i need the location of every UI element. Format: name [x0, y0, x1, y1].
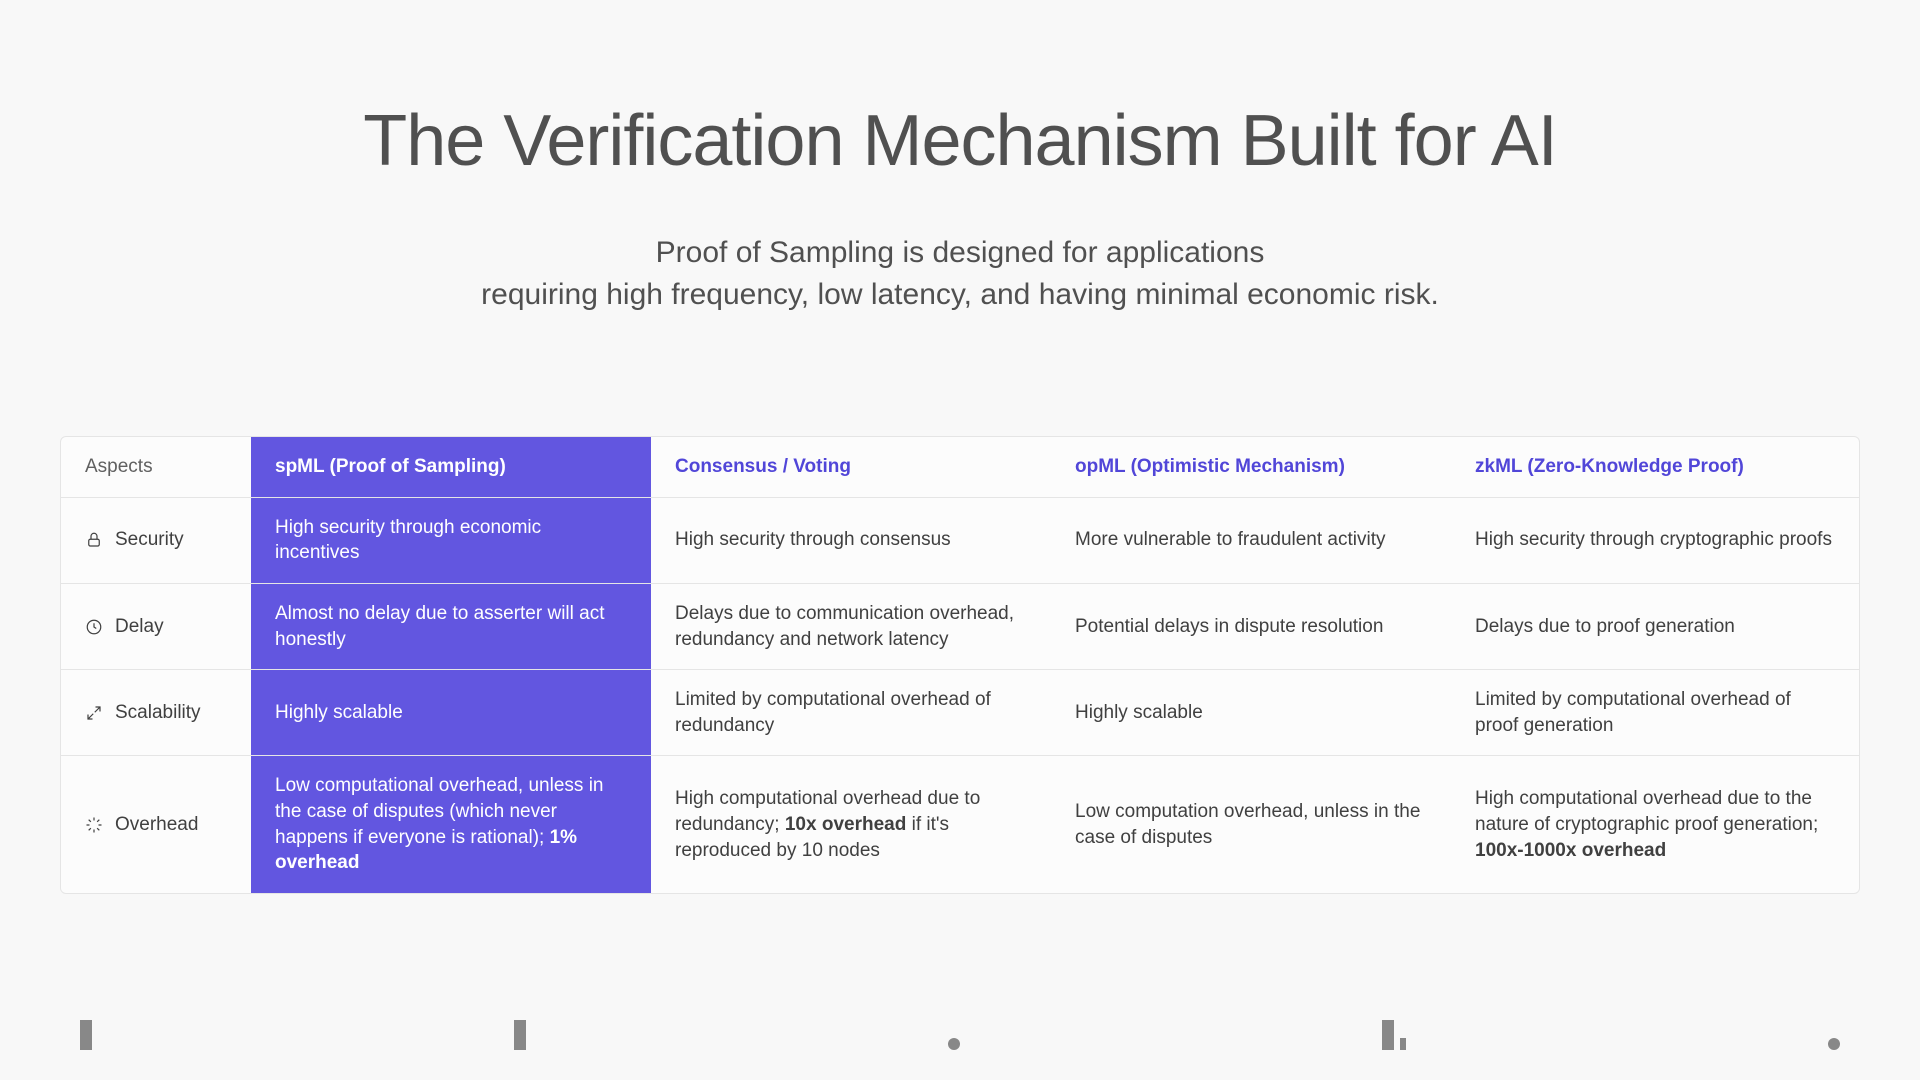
- header-zkml: zkML (Zero-Knowledge Proof): [1451, 437, 1859, 497]
- table-header-row: Aspects spML (Proof of Sampling) Consens…: [61, 437, 1859, 498]
- header-consensus: Consensus / Voting: [651, 437, 1051, 497]
- cell-delay-spml: Almost no delay due to asserter will act…: [251, 584, 651, 669]
- subtitle-line-1: Proof of Sampling is designed for applic…: [656, 236, 1265, 269]
- table-row: Security High security through economic …: [61, 498, 1859, 584]
- spinner-icon: [85, 816, 103, 834]
- mark-icon: [80, 1020, 92, 1050]
- page-subtitle: Proof of Sampling is designed for applic…: [60, 232, 1860, 316]
- aspect-label: Security: [115, 527, 184, 553]
- aspect-label: Delay: [115, 614, 164, 640]
- cell-security-consensus: High security through consensus: [651, 498, 1051, 583]
- overhead-zkml-pre: High computational overhead due to the n…: [1475, 788, 1818, 835]
- cell-security-opml: More vulnerable to fraudulent activity: [1051, 498, 1451, 583]
- lock-icon: [85, 531, 103, 549]
- page-title: The Verification Mechanism Built for AI: [60, 100, 1860, 182]
- mark-icon: [948, 1038, 960, 1050]
- expand-icon: [85, 704, 103, 722]
- cell-overhead-consensus: High computational overhead due to redun…: [651, 756, 1051, 893]
- header-opml: opML (Optimistic Mechanism): [1051, 437, 1451, 497]
- cell-delay-zkml: Delays due to proof generation: [1451, 584, 1859, 669]
- header-spml: spML (Proof of Sampling): [251, 437, 651, 497]
- subtitle-line-2: requiring high frequency, low latency, a…: [481, 278, 1439, 311]
- table-row: Delay Almost no delay due to asserter wi…: [61, 584, 1859, 670]
- aspect-delay: Delay: [61, 584, 251, 669]
- aspect-scalability: Scalability: [61, 670, 251, 755]
- cell-security-spml: High security through economic incentive…: [251, 498, 651, 583]
- cell-scalability-spml: Highly scalable: [251, 670, 651, 755]
- cell-delay-opml: Potential delays in dispute resolution: [1051, 584, 1451, 669]
- mark-icon: [1382, 1020, 1406, 1050]
- cell-overhead-zkml: High computational overhead due to the n…: [1451, 756, 1859, 893]
- table-row: Scalability Highly scalable Limited by c…: [61, 670, 1859, 756]
- page-container: The Verification Mechanism Built for AI …: [0, 0, 1920, 894]
- aspect-label: Overhead: [115, 812, 198, 838]
- cell-overhead-spml: Low computational overhead, unless in th…: [251, 756, 651, 893]
- overhead-consensus-bold: 10x overhead: [785, 814, 906, 835]
- overhead-zkml-bold: 100x-1000x overhead: [1475, 840, 1666, 861]
- mark-icon: [1828, 1038, 1840, 1050]
- table-row: Overhead Low computational overhead, unl…: [61, 756, 1859, 893]
- bottom-decorative-marks: [0, 1020, 1920, 1050]
- aspect-security: Security: [61, 498, 251, 583]
- aspect-label: Scalability: [115, 700, 201, 726]
- clock-icon: [85, 618, 103, 636]
- cell-scalability-consensus: Limited by computational overhead of red…: [651, 670, 1051, 755]
- cell-delay-consensus: Delays due to communication overhead, re…: [651, 584, 1051, 669]
- mark-icon: [514, 1020, 526, 1050]
- cell-scalability-zkml: Limited by computational overhead of pro…: [1451, 670, 1859, 755]
- header-aspects: Aspects: [61, 437, 251, 497]
- cell-scalability-opml: Highly scalable: [1051, 670, 1451, 755]
- comparison-table: Aspects spML (Proof of Sampling) Consens…: [60, 436, 1860, 894]
- cell-security-zkml: High security through cryptographic proo…: [1451, 498, 1859, 583]
- cell-overhead-opml: Low computation overhead, unless in the …: [1051, 756, 1451, 893]
- aspect-overhead: Overhead: [61, 756, 251, 893]
